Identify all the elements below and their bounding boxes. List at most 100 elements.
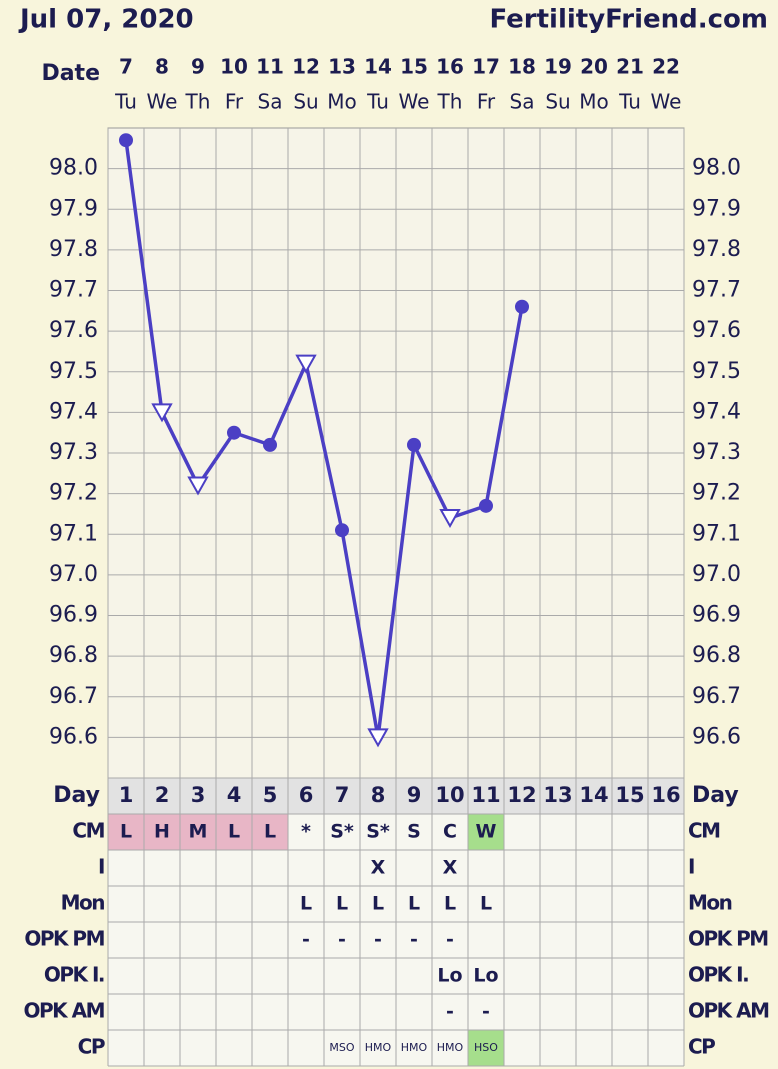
brand: FertilityFriend.com (489, 5, 768, 35)
cell-text: S* (330, 821, 354, 843)
cell-text: Lo (437, 965, 462, 987)
weekday-label: We (147, 90, 178, 114)
y-tick-label-right: 97.8 (692, 237, 741, 262)
row-label: Mon (61, 891, 105, 915)
cell-highlight (180, 814, 216, 850)
day-number: 1 (119, 783, 134, 807)
cell-text: L (228, 821, 240, 843)
cell-text: - (482, 1001, 490, 1023)
cell-highlight (468, 1030, 504, 1066)
y-tick-label: 98.0 (49, 156, 98, 181)
row-label: OPK PM (24, 927, 104, 951)
date-label: 8 (155, 55, 169, 79)
row-label: OPK I. (44, 963, 104, 987)
y-tick-label: 96.6 (49, 724, 98, 749)
row-label-right: OPK I. (688, 963, 748, 987)
y-tick-label-right: 97.3 (692, 440, 741, 465)
y-tick-label: 96.9 (49, 603, 98, 628)
point-marker (263, 437, 277, 452)
weekday-label: Tu (114, 90, 137, 114)
y-tick-label: 97.1 (49, 521, 98, 546)
cell-text: HMO (401, 1041, 428, 1054)
cell-text: MSO (329, 1041, 354, 1054)
weekday-label: Mo (327, 90, 357, 114)
row-label-right: I (688, 855, 694, 879)
weekday-label: Mo (579, 90, 609, 114)
day-number: 12 (507, 783, 536, 807)
day-label-right: Day (692, 783, 739, 808)
weekday-label: Su (545, 90, 570, 114)
cell-text: - (338, 929, 346, 951)
day-number: 2 (155, 783, 170, 807)
day-number: 11 (471, 783, 500, 807)
weekday-label: Su (293, 90, 318, 114)
cell-text: - (446, 929, 454, 951)
y-tick-label: 97.7 (49, 278, 98, 303)
row-label-right: Mon (688, 891, 732, 915)
row-label-right: OPK AM (688, 999, 769, 1023)
cell-text: * (301, 821, 311, 843)
date-label: 10 (220, 55, 248, 79)
weekday-label: Th (185, 90, 211, 114)
date-label: 21 (616, 55, 644, 79)
point-marker (515, 299, 529, 314)
weekday-label: Tu (366, 90, 389, 114)
day-number: 6 (299, 783, 314, 807)
cell-text: L (120, 821, 132, 843)
cell-text: - (446, 1001, 454, 1023)
cell-text: Lo (473, 965, 498, 987)
date-label: 14 (364, 55, 392, 79)
y-tick-label: 96.7 (49, 684, 98, 709)
day-number: 7 (335, 783, 350, 807)
row-label-right: CP (688, 1035, 715, 1059)
date-label: 11 (256, 55, 284, 79)
day-number: 8 (371, 783, 386, 807)
point-marker (479, 498, 493, 513)
point-marker (227, 425, 241, 440)
cell-text: L (300, 893, 312, 915)
cell-highlight (468, 814, 504, 850)
y-tick-label: 97.8 (49, 237, 98, 262)
cell-text: L (480, 893, 492, 915)
date-label: 22 (652, 55, 680, 79)
point-marker (295, 354, 317, 374)
day-number: 16 (651, 783, 680, 807)
y-tick-label-right: 96.9 (692, 603, 741, 628)
cell-highlight (144, 814, 180, 850)
cell-text: C (443, 821, 457, 843)
y-tick-label-right: 97.6 (692, 318, 741, 343)
date-label: 16 (436, 55, 464, 79)
y-tick-label: 97.2 (49, 481, 98, 506)
y-tick-label: 97.5 (49, 359, 98, 384)
y-tick-label-right: 97.7 (692, 278, 741, 303)
cell-text: L (408, 893, 420, 915)
cell-text: S* (366, 821, 390, 843)
cell-text: HMO (437, 1041, 464, 1054)
cell-highlight (108, 814, 144, 850)
cell-highlight (216, 814, 252, 850)
y-tick-label: 97.3 (49, 440, 98, 465)
row-label-right: OPK PM (688, 927, 768, 951)
day-number: 14 (579, 783, 608, 807)
y-tick-label-right: 98.0 (692, 156, 741, 181)
cell-text: S (407, 821, 421, 843)
weekday-label: We (399, 90, 430, 114)
cell-text: H (154, 821, 170, 843)
y-tick-label-right: 97.9 (692, 196, 741, 221)
y-tick-label-right: 97.1 (692, 521, 741, 546)
date-label: 9 (191, 55, 205, 79)
y-tick-label: 96.8 (49, 643, 98, 668)
point-marker (119, 133, 133, 148)
row-label-right: CM (688, 819, 720, 843)
y-tick-label: 97.0 (49, 562, 98, 587)
date-label: 17 (472, 55, 500, 79)
cell-text: L (444, 893, 456, 915)
row-label: CM (72, 819, 104, 843)
date-label: 15 (400, 55, 428, 79)
day-number: 15 (615, 783, 644, 807)
cell-text: W (476, 821, 497, 843)
point-marker (439, 509, 461, 529)
y-tick-label-right: 97.5 (692, 359, 741, 384)
y-tick-label: 97.9 (49, 196, 98, 221)
